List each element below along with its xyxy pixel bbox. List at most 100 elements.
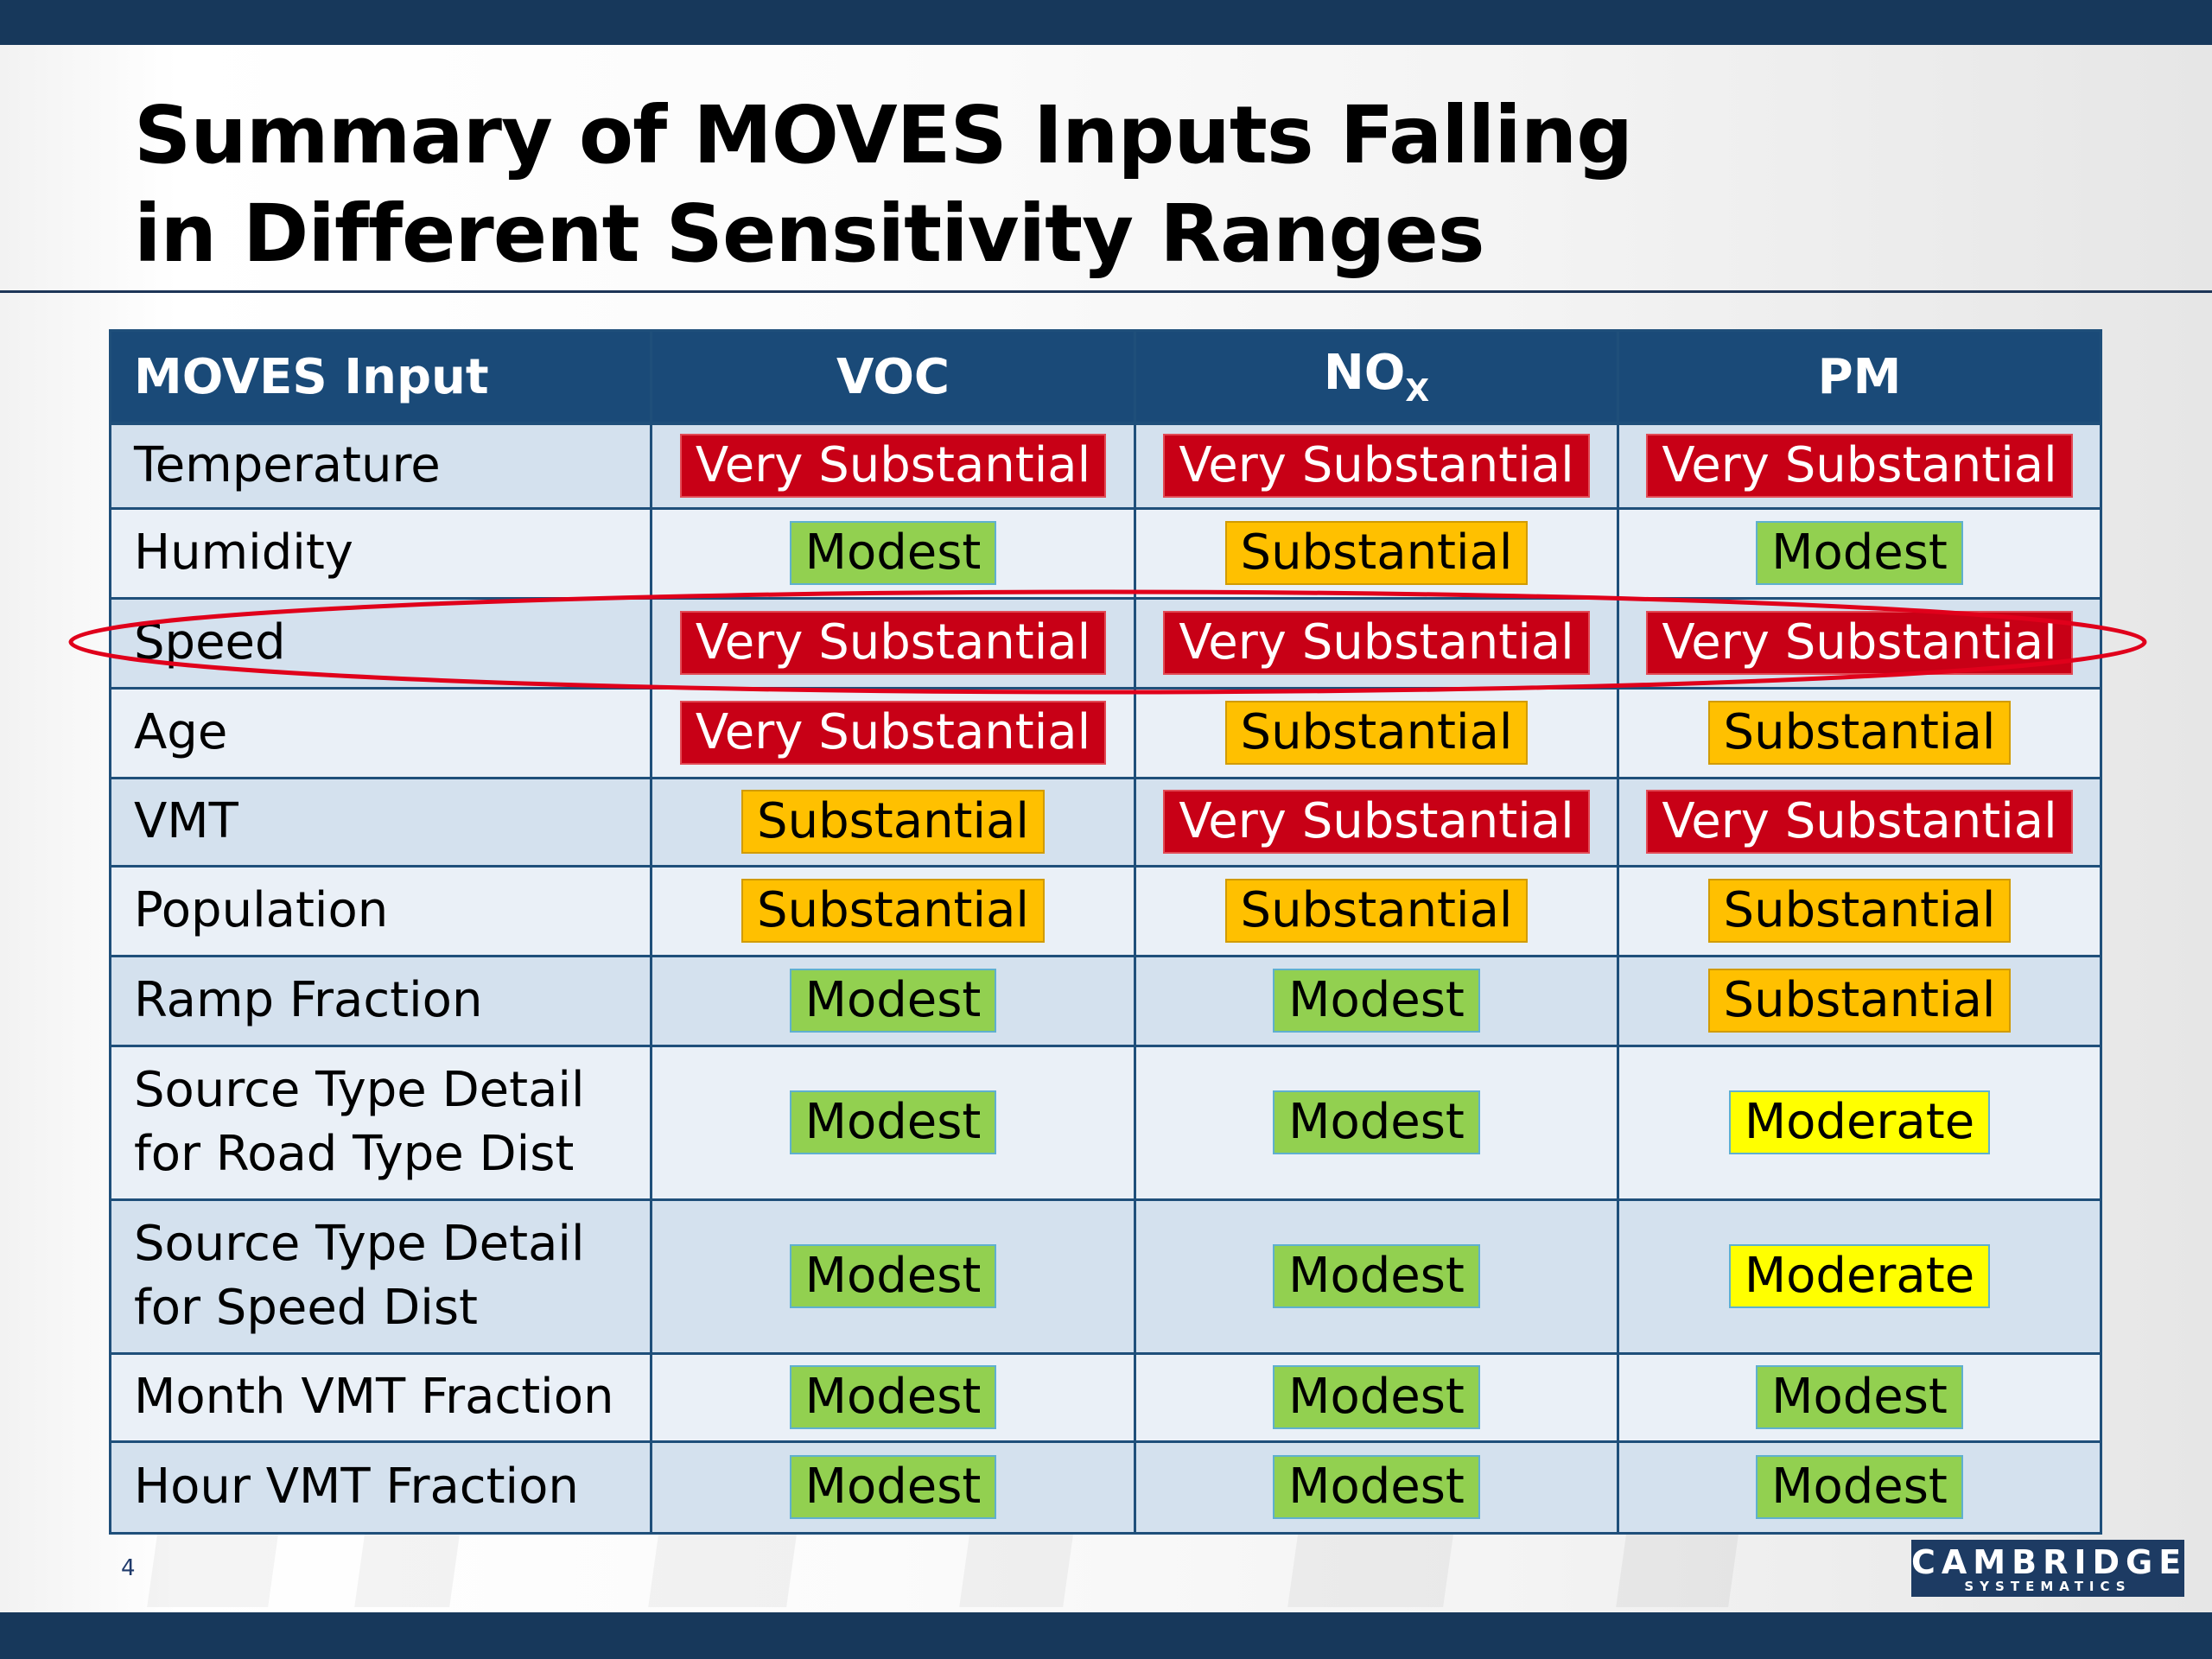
row-label-line-1: Ramp Fraction bbox=[134, 972, 483, 1028]
sensitivity-badge: Very Substantial bbox=[679, 701, 1107, 765]
voc-cell: Modest bbox=[650, 506, 1136, 600]
sensitivity-badge: Modest bbox=[1756, 521, 1963, 585]
row-label: Source Type Detail for Speed Dist bbox=[109, 1198, 652, 1355]
nox-cell: Modest bbox=[1134, 1440, 1619, 1535]
pm-cell: Substantial bbox=[1617, 864, 2102, 957]
title-line-2: in Different Sensitivity Ranges bbox=[134, 188, 1485, 280]
row-label-line-1: Source Type Detail bbox=[134, 1216, 585, 1272]
row-label-line-1: Temperature bbox=[134, 437, 441, 494]
slide-title: Summary of MOVES Inputs Falling in Diffe… bbox=[134, 86, 1862, 283]
pm-cell: Moderate bbox=[1617, 1198, 2102, 1355]
row-label: Month VMT Fraction bbox=[109, 1351, 652, 1443]
nox-cell: Substantial bbox=[1134, 506, 1619, 600]
nox-cell: Modest bbox=[1134, 1044, 1619, 1201]
sensitivity-badge: Substantial bbox=[1224, 521, 1529, 585]
table-row: Speed Very Substantial Very Substantial Ver… bbox=[109, 596, 2102, 690]
row-label: Population bbox=[109, 864, 652, 957]
title-line-1: Summary of MOVES Inputs Falling bbox=[134, 89, 1633, 181]
voc-cell: Modest bbox=[650, 1440, 1136, 1535]
sensitivity-badge: Modest bbox=[789, 1244, 997, 1308]
logo-tagline: SYSTEMATICS bbox=[1964, 1579, 2132, 1594]
row-label: Speed bbox=[109, 596, 652, 690]
top-bar bbox=[0, 0, 2212, 45]
nox-cell: Modest bbox=[1134, 1198, 1619, 1355]
voc-cell: Very Substantial bbox=[650, 596, 1136, 690]
pm-cell: Modest bbox=[1617, 1351, 2102, 1443]
row-label-line-1: Hour VMT Fraction bbox=[134, 1459, 579, 1515]
voc-cell: Modest bbox=[650, 1351, 1136, 1443]
header-moves-input: MOVES Input bbox=[109, 329, 652, 425]
pm-cell: Modest bbox=[1617, 1440, 2102, 1535]
table-row: Population Substantial Substantial Substant… bbox=[109, 864, 2102, 957]
header-voc: VOC bbox=[650, 329, 1136, 425]
cambridge-systematics-logo: CAMBRIDGE SYSTEMATICS bbox=[1911, 1540, 2184, 1597]
table-row: Ramp Fraction Modest Modest Substantial bbox=[109, 954, 2102, 1047]
sensitivity-badge: Modest bbox=[789, 969, 997, 1033]
table-row: Age Very Substantial Substantial Substantia… bbox=[109, 686, 2102, 779]
voc-cell: Substantial bbox=[650, 776, 1136, 868]
pm-cell: Very Substantial bbox=[1617, 596, 2102, 690]
table-row: Source Type Detail for Road Type Dist Mode… bbox=[109, 1044, 2102, 1201]
table-row: Temperature Very Substantial Very Substant… bbox=[109, 422, 2102, 510]
table-row: Month VMT Fraction Modest Modest Modest bbox=[109, 1351, 2102, 1443]
sensitivity-badge: Modest bbox=[789, 521, 997, 585]
sensitivity-badge: Substantial bbox=[1224, 701, 1529, 765]
voc-cell: Modest bbox=[650, 1198, 1136, 1355]
row-label-line-2: for Road Type Dist bbox=[134, 1126, 575, 1182]
page-number: 4 bbox=[121, 1555, 136, 1581]
nox-cell: Substantial bbox=[1134, 864, 1619, 957]
row-label-line-1: Month VMT Fraction bbox=[134, 1369, 614, 1425]
voc-cell: Very Substantial bbox=[650, 686, 1136, 779]
row-label: Hour VMT Fraction bbox=[109, 1440, 652, 1535]
row-label-line-1: Population bbox=[134, 882, 389, 938]
sensitivity-badge: Substantial bbox=[1707, 969, 2012, 1033]
row-label-line-1: Source Type Detail bbox=[134, 1062, 585, 1118]
row-label-line-1: Humidity bbox=[134, 524, 353, 581]
nox-cell: Very Substantial bbox=[1134, 422, 1619, 510]
nox-cell: Modest bbox=[1134, 1351, 1619, 1443]
voc-cell: Very Substantial bbox=[650, 422, 1136, 510]
row-label-line-1: VMT bbox=[134, 793, 238, 849]
row-label-line-1: Speed bbox=[134, 614, 286, 671]
sensitivity-badge: Modest bbox=[1756, 1455, 1963, 1519]
pm-cell: Substantial bbox=[1617, 954, 2102, 1047]
row-label-line-2: for Speed Dist bbox=[134, 1280, 478, 1336]
nox-cell: Modest bbox=[1134, 954, 1619, 1047]
table-row: Humidity Modest Substantial Modest bbox=[109, 506, 2102, 600]
sensitivity-badge: Very Substantial bbox=[1646, 434, 2073, 499]
pm-cell: Moderate bbox=[1617, 1044, 2102, 1201]
header-row: MOVES Input VOC NOX PM bbox=[109, 329, 2102, 425]
sensitivity-badge: Substantial bbox=[1707, 701, 2012, 765]
table-row: Source Type Detail for Speed Dist Modest Mo… bbox=[109, 1198, 2102, 1355]
row-label: Age bbox=[109, 686, 652, 779]
sensitivity-badge: Very Substantial bbox=[679, 611, 1107, 675]
nox-cell: Very Substantial bbox=[1134, 596, 1619, 690]
voc-cell: Modest bbox=[650, 954, 1136, 1047]
title-divider bbox=[0, 290, 2212, 293]
sensitivity-badge: Very Substantial bbox=[1163, 790, 1590, 854]
sensitivity-badge: Very Substantial bbox=[1646, 611, 2073, 675]
sensitivity-badge: Substantial bbox=[741, 790, 1045, 854]
sensitivity-badge: Very Substantial bbox=[1163, 434, 1590, 499]
row-label: Temperature bbox=[109, 422, 652, 510]
sensitivity-badge: Substantial bbox=[741, 879, 1045, 943]
pm-cell: Modest bbox=[1617, 506, 2102, 600]
sensitivity-badge: Modest bbox=[1273, 1455, 1480, 1519]
pm-cell: Substantial bbox=[1617, 686, 2102, 779]
sensitivity-badge: Modest bbox=[1273, 1244, 1480, 1308]
table-row: VMT Substantial Very Substantial Very Subst… bbox=[109, 776, 2102, 868]
header-pm: PM bbox=[1617, 329, 2102, 425]
sensitivity-badge: Very Substantial bbox=[1646, 790, 2073, 854]
voc-cell: Modest bbox=[650, 1044, 1136, 1201]
row-label: VMT bbox=[109, 776, 652, 868]
row-label-line-1: Age bbox=[134, 704, 228, 760]
table-row: Hour VMT Fraction Modest Modest Modest bbox=[109, 1440, 2102, 1535]
sensitivity-badge: Modest bbox=[789, 1365, 997, 1429]
sensitivity-badge: Modest bbox=[1273, 1090, 1480, 1154]
logo-name: CAMBRIDGE bbox=[1911, 1543, 2188, 1581]
header-nox-base: NO bbox=[1323, 345, 1406, 401]
voc-cell: Substantial bbox=[650, 864, 1136, 957]
sensitivity-table: MOVES Input VOC NOX PM Temperature Very S… bbox=[109, 329, 2102, 1535]
bottom-bar bbox=[0, 1612, 2212, 1659]
